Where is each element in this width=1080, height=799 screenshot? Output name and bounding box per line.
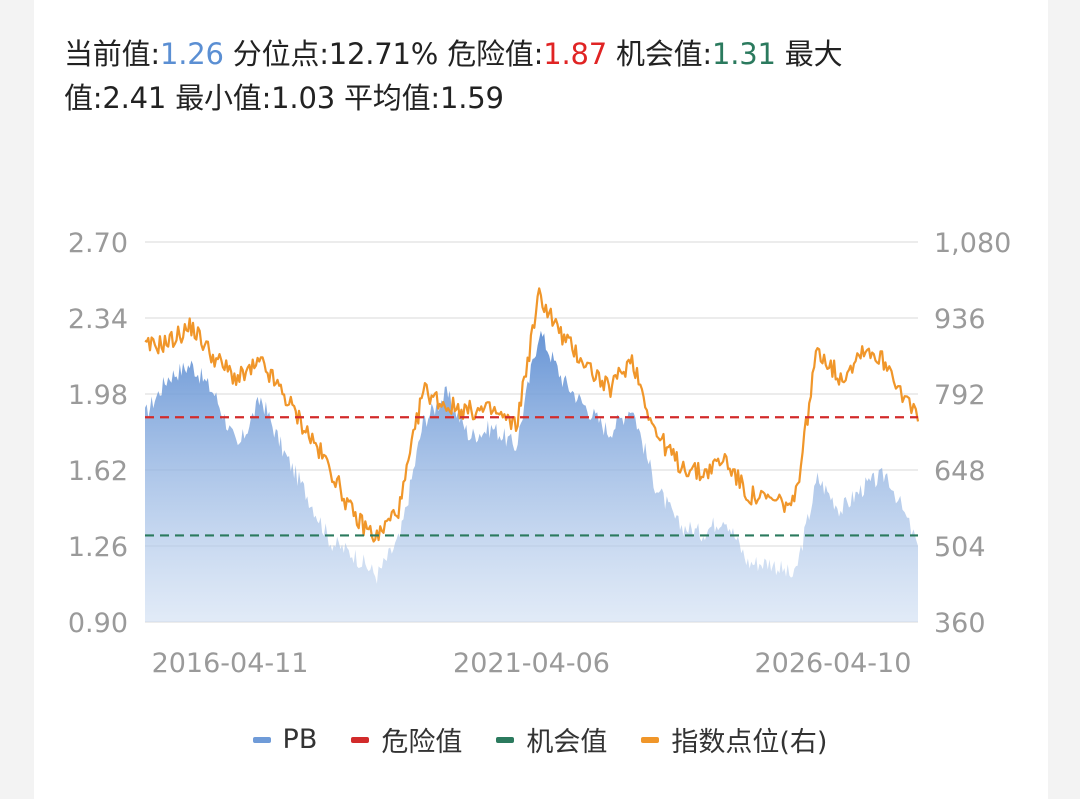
legend-label-chance: 机会值	[526, 727, 608, 758]
min-label: 最小值:	[175, 81, 272, 115]
chart-legend: PB 危险值 机会值 指数点位(右)	[0, 720, 1080, 759]
legend-label-pb: PB	[282, 724, 318, 755]
x-tick-label: 2016-04-11	[152, 648, 309, 679]
legend-item-danger[interactable]: 危险值	[351, 720, 462, 759]
min-value: 1.03	[271, 81, 335, 115]
y-left-tick-label: 1.62	[68, 456, 128, 487]
summary-stats: 当前值:1.26 分位点:12.71% 危险值:1.87 机会值:1.31 最大…	[64, 32, 944, 120]
y-left-tick-label: 0.90	[68, 608, 128, 639]
index-line-series	[144, 287, 920, 543]
legend-label-index: 指数点位(右)	[671, 727, 828, 758]
legend-item-pb[interactable]: PB	[252, 724, 318, 755]
max-value: 2.41	[102, 81, 167, 115]
danger-label: 危险值:	[447, 37, 544, 71]
avg-label: 平均值:	[343, 81, 440, 115]
legend-swatch-index	[641, 736, 660, 743]
y-right-tick-label: 1,080	[934, 228, 1011, 259]
percentile-value: 12.71%	[328, 37, 439, 71]
danger-value: 1.87	[543, 37, 607, 71]
y-left-tick-label: 1.98	[68, 380, 128, 411]
y-right-tick-label: 792	[934, 380, 986, 411]
y-right-tick-label: 504	[934, 532, 986, 563]
legend-label-danger: 危险值	[381, 727, 463, 758]
y-right-tick-label: 936	[934, 304, 986, 335]
legend-item-index[interactable]: 指数点位(右)	[641, 720, 827, 759]
y-left-tick-label: 2.34	[68, 304, 128, 335]
max-label: 最大值:	[64, 37, 843, 115]
y-right-tick-label: 360	[934, 608, 986, 639]
avg-value: 1.59	[439, 81, 504, 115]
current-label: 当前值:	[64, 37, 160, 71]
x-tick-label: 2026-04-10	[755, 648, 912, 679]
legend-swatch-chance	[496, 736, 515, 743]
y-left-tick-label: 2.70	[68, 228, 128, 259]
pb-area-series	[145, 330, 918, 622]
percentile-label: 分位点:	[232, 37, 329, 71]
y-left-tick-label: 1.26	[68, 532, 128, 563]
current-value: 1.26	[159, 37, 224, 71]
y-right-tick-label: 648	[934, 456, 986, 487]
legend-swatch-danger	[351, 736, 370, 743]
x-tick-label: 2021-04-06	[453, 648, 610, 679]
chance-label: 机会值:	[616, 37, 712, 71]
chance-value: 1.31	[711, 37, 776, 71]
legend-item-chance[interactable]: 机会值	[496, 720, 607, 759]
legend-swatch-pb	[252, 736, 271, 743]
